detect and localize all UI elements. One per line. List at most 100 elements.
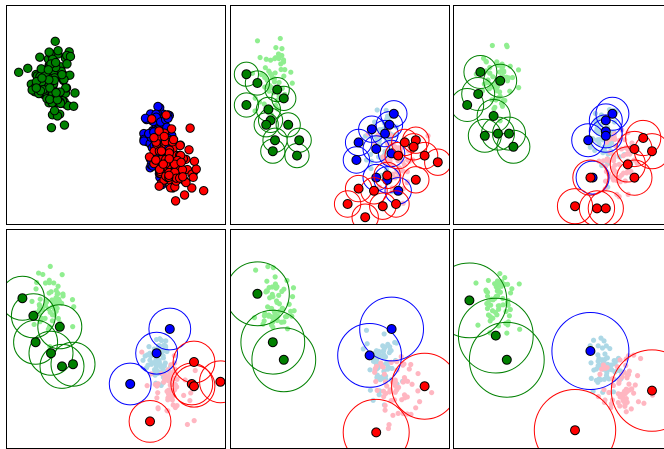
background-point-light_green xyxy=(251,315,258,321)
background-point-light_red xyxy=(622,136,628,143)
center-point-red xyxy=(393,150,404,161)
center-point-green xyxy=(493,128,503,139)
radius-circle-red xyxy=(351,203,379,224)
background-point-light_red xyxy=(174,403,180,409)
background-point-light_green xyxy=(60,291,66,297)
center-point-blue xyxy=(585,346,596,356)
center-point-green xyxy=(462,100,473,110)
background-point-light_green xyxy=(46,290,52,296)
background-point-light_red xyxy=(181,392,187,399)
background-point-light_green xyxy=(502,274,508,281)
background-point-light_blue xyxy=(374,107,380,113)
center-point-green xyxy=(30,337,41,348)
center-point-blue xyxy=(164,324,175,334)
background-point-light_green xyxy=(55,315,61,322)
center-point-red xyxy=(382,170,393,181)
background-point-light_red xyxy=(404,157,411,163)
point-red xyxy=(158,159,168,169)
background-point-light_red xyxy=(623,409,629,415)
background-point-light_red xyxy=(390,412,396,418)
background-point-light_green xyxy=(269,305,275,312)
background-point-light_red xyxy=(167,382,173,388)
point-green xyxy=(23,63,33,74)
center-point-blue xyxy=(351,155,362,165)
background-point-light_blue xyxy=(360,346,366,352)
background-point-light_blue xyxy=(367,367,373,373)
radius-circle-red xyxy=(533,389,617,448)
radius-circle-red xyxy=(616,159,653,196)
background-point-light_red xyxy=(392,382,398,389)
point-red xyxy=(188,172,198,183)
radius-circle-green xyxy=(244,70,270,96)
center-point-green xyxy=(292,150,302,161)
background-point-light_blue xyxy=(602,351,608,357)
center-point-green xyxy=(479,130,490,141)
radius-circle-blue xyxy=(359,296,425,362)
background-point-light_red xyxy=(635,399,642,405)
radius-circle-red xyxy=(399,133,428,161)
background-point-light_green xyxy=(276,301,282,307)
center-point-red xyxy=(342,199,353,209)
background-point-light_blue xyxy=(158,337,165,344)
center-point-green xyxy=(508,141,519,152)
background-point-light_red xyxy=(621,398,627,404)
background-point-light_red xyxy=(165,378,172,384)
radius-circle-red xyxy=(128,400,172,443)
background-point-light_green xyxy=(267,57,274,63)
background-point-light_red xyxy=(626,381,632,387)
center-point-green xyxy=(278,93,289,104)
center-point-red xyxy=(377,201,388,212)
center-point-red xyxy=(189,381,199,392)
radius-circle-red xyxy=(572,159,609,196)
background-point-light_blue xyxy=(595,343,601,349)
radius-circle-red xyxy=(342,398,410,448)
background-point-light_red xyxy=(616,161,622,167)
background-point-light_green xyxy=(49,297,55,303)
radius-circle-blue xyxy=(337,323,403,388)
point-green xyxy=(68,101,79,111)
background-point-light_red xyxy=(392,377,398,383)
background-point-light_blue xyxy=(599,345,606,351)
center-point-green xyxy=(241,100,252,110)
radius-circle-red xyxy=(333,190,362,218)
background-point-light_green xyxy=(279,288,285,294)
center-point-green xyxy=(261,119,272,130)
background-point-light_green xyxy=(282,67,288,73)
point-red xyxy=(166,124,177,134)
center-point-red xyxy=(638,133,649,143)
background-point-light_red xyxy=(602,178,609,184)
background-point-light_red xyxy=(413,405,419,411)
background-point-light_blue xyxy=(377,353,383,359)
point-green xyxy=(53,45,63,56)
center-point-green xyxy=(495,75,506,86)
center-point-blue xyxy=(371,144,382,154)
radius-circle-green xyxy=(37,304,83,350)
background-point-light_blue xyxy=(140,357,146,363)
background-point-light_green xyxy=(277,35,283,42)
background-point-light_red xyxy=(384,383,390,389)
center-point-red xyxy=(592,203,602,214)
background-point-light_green xyxy=(55,283,61,289)
radius-circle-green xyxy=(231,261,290,327)
background-point-light_green xyxy=(507,88,513,94)
center-point-blue xyxy=(386,324,397,334)
background-point-light_blue xyxy=(594,137,600,143)
background-point-light_red xyxy=(184,421,191,428)
point-green xyxy=(65,51,76,62)
background-point-light_red xyxy=(166,389,172,395)
background-point-light_green xyxy=(516,85,522,91)
background-point-light_green xyxy=(69,297,76,303)
background-point-light_red xyxy=(601,387,607,393)
point-red xyxy=(176,157,186,168)
center-point-red xyxy=(360,212,371,223)
background-point-light_green xyxy=(507,63,513,69)
radius-circle-blue xyxy=(135,331,179,375)
center-point-red xyxy=(647,385,657,396)
background-point-light_red xyxy=(373,378,379,385)
background-point-light_red xyxy=(162,375,168,382)
center-point-red xyxy=(432,157,443,168)
background-point-light_green xyxy=(278,66,284,73)
background-point-light_green xyxy=(289,294,296,300)
radius-circle-blue xyxy=(108,362,152,406)
